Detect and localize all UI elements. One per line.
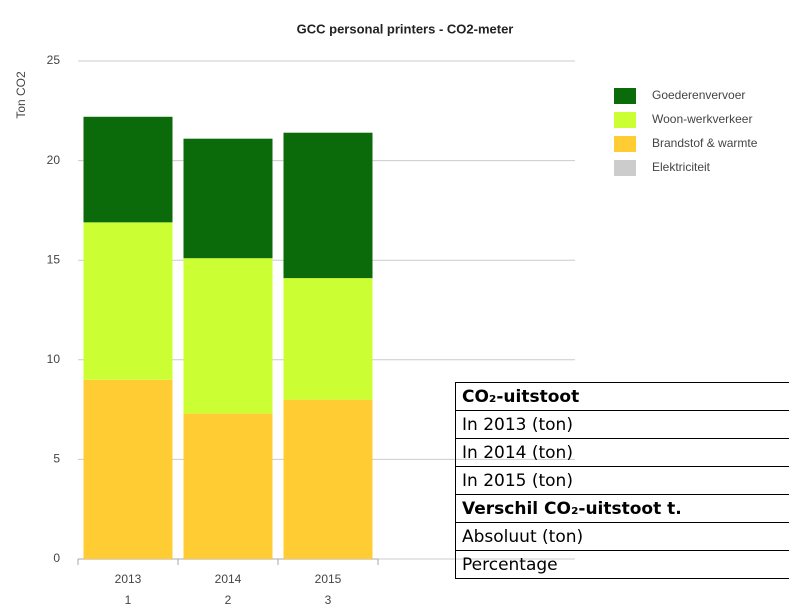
table-cell: CO₂-uitstoot [456,383,789,411]
legend-swatch [614,112,636,128]
y-tick-label: 0 [53,551,60,565]
y-tick-label: 5 [53,452,60,466]
table-row: Verschil CO₂-uitstoot t. [456,495,789,523]
x-tick-label: 2014 [215,572,242,586]
bar-segment [184,139,273,259]
table-cell: Absoluut (ton) [456,523,789,551]
bar-segment [284,400,373,559]
legend-swatch [614,136,636,152]
legend-label: Goederenvervoer [652,88,745,102]
y-tick-label: 25 [47,53,61,67]
table-row: CO₂-uitstoot [456,383,789,411]
bar-segment [84,380,173,559]
table-row: In 2014 (ton) [456,439,789,467]
legend-label: Elektriciteit [652,160,711,174]
bar-segment [284,133,373,278]
y-tick-label: 20 [47,153,61,167]
table-row: Absoluut (ton) [456,523,789,551]
x-tick-sublabel: 1 [125,593,132,606]
bar-segment [84,117,173,223]
table-cell: In 2013 (ton) [456,411,789,439]
table-row: In 2013 (ton) [456,411,789,439]
bar-segment [284,278,373,400]
table-cell: Percentage [456,551,789,579]
y-tick-label: 10 [47,352,61,366]
legend-label: Brandstof & warmte [652,136,758,150]
legend-swatch [614,88,636,104]
table-row: Percentage [456,551,789,579]
y-tick-label: 15 [47,252,61,266]
table-cell: Verschil CO₂-uitstoot t. [456,495,789,523]
x-tick-label: 2015 [315,572,342,586]
legend-label: Woon-werkverkeer [652,112,752,126]
bar-segment [184,414,273,559]
legend-swatch [614,160,636,176]
table-row: In 2015 (ton) [456,467,789,495]
bar-segment [184,258,273,413]
table-cell: In 2014 (ton) [456,439,789,467]
bar-segment [84,222,173,379]
y-axis-label: Ton CO2 [14,71,28,119]
x-tick-sublabel: 2 [225,593,232,606]
chart-title: GCC personal printers - CO2-meter [297,21,514,36]
x-tick-label: 2013 [115,572,142,586]
table-cell: In 2015 (ton) [456,467,789,495]
x-tick-sublabel: 3 [325,593,332,606]
